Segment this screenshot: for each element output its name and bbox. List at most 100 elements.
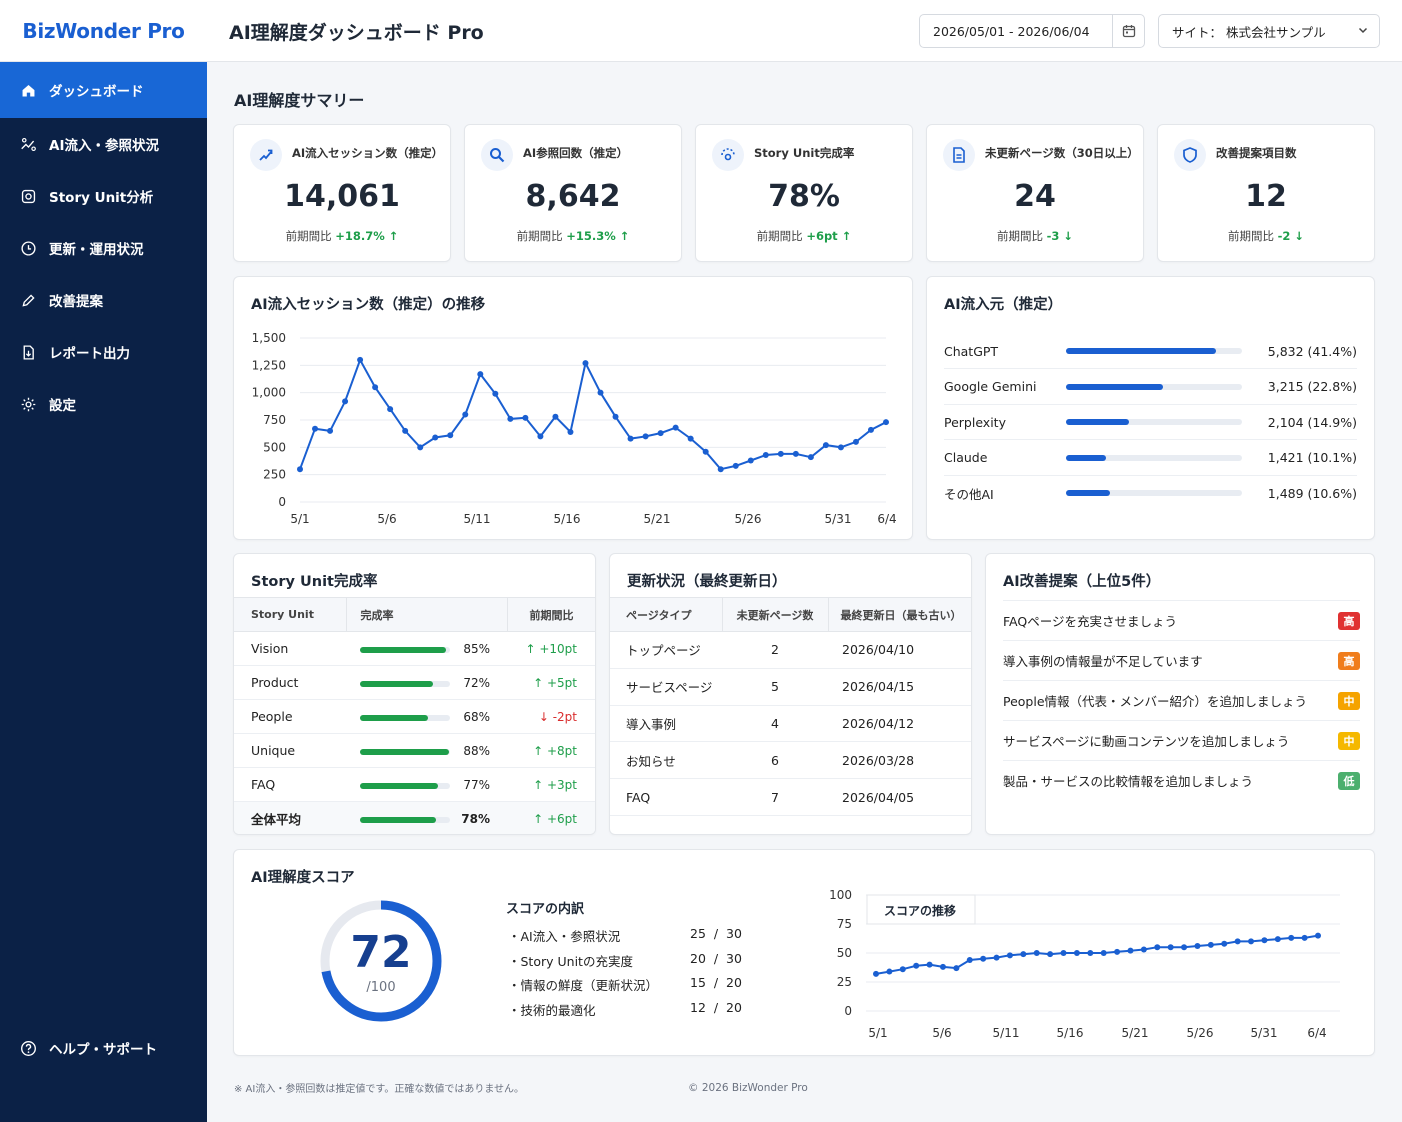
- sessions-data-point: [462, 411, 469, 418]
- suggestion-item[interactable]: 導入事例の情報量が不足しています 高: [1003, 640, 1360, 680]
- score-trend-point: [873, 970, 879, 977]
- score-trend-point: [1154, 944, 1161, 951]
- completion-bar: [360, 748, 450, 755]
- sessions-data-point: [777, 450, 784, 457]
- last-updated-date: 2026/04/10: [828, 631, 971, 669]
- sessions-data-point: [687, 435, 694, 442]
- sessions-data-point: [522, 414, 529, 421]
- site-select[interactable]: サイト： 株式会社サンプル: [1158, 14, 1380, 48]
- divider: [944, 403, 1357, 405]
- score-trend-point: [1315, 932, 1321, 939]
- score-value-wrap: 72 /100: [318, 930, 444, 996]
- ai-source-row: ChatGPT 5,832 (41.4%): [944, 333, 1357, 369]
- gear-icon: [18, 394, 38, 414]
- sessions-data-point: [867, 426, 874, 433]
- arrow-up-icon: ↑: [533, 811, 547, 826]
- last-updated-date: 2026/04/15: [828, 668, 971, 706]
- help-support-link[interactable]: ヘルプ・サポート: [0, 1022, 207, 1074]
- y-tick-label: 1,250: [252, 358, 286, 372]
- col-page-type: ページタイプ: [610, 597, 722, 632]
- sessions-data-point: [447, 432, 454, 439]
- nav-item-label: ダッシュボード: [49, 84, 144, 100]
- kpi-card-2[interactable]: Story Unit完成率 78% 前期間比 +6pt ↑: [695, 124, 913, 262]
- nav-item-6[interactable]: 設定: [0, 378, 207, 430]
- sessions-data-point: [657, 430, 664, 437]
- kpi-value: 78%: [768, 179, 840, 214]
- story-unit-name: 全体平均: [234, 801, 346, 834]
- priority-badge: 高: [1338, 651, 1360, 670]
- score-trend-point: [1194, 943, 1201, 950]
- stale-count: 5: [722, 668, 828, 706]
- score-trend-point: [1207, 941, 1214, 948]
- document-icon: [943, 139, 975, 171]
- nav-item-0[interactable]: ダッシュボード: [0, 62, 207, 118]
- completion-bar: [360, 680, 450, 687]
- kpi-card-0[interactable]: AI流入セッション数（推定） 14,061 前期間比 +18.7% ↑: [233, 124, 451, 262]
- divider: [944, 474, 1357, 476]
- nav-item-2[interactable]: Story Unit分析: [0, 170, 207, 222]
- top-header: AI理解度ダッシュボード Pro 2026/05/01 - 2026/06/04…: [207, 0, 1402, 62]
- story-unit-table: Story Unit 完成率 前期間比 Vision 85% ↑ +10pt Prod…: [234, 597, 595, 834]
- arrow-up-icon: ↑: [525, 641, 540, 656]
- nav-item-5[interactable]: レポート出力: [0, 326, 207, 378]
- suggestion-item[interactable]: 製品・サービスの比較情報を追加しましょう 低: [1003, 760, 1360, 800]
- nav-item-label: 設定: [49, 398, 76, 414]
- x-tick-label: 5/21: [1122, 1026, 1149, 1040]
- brand-logo[interactable]: BizWonder Pro: [0, 0, 207, 62]
- stale-count: 4: [722, 705, 828, 743]
- suggestion-item[interactable]: FAQページを充実させましょう 高: [1003, 600, 1360, 640]
- arrow-up-icon: ↑: [615, 229, 630, 243]
- score-max: /100: [366, 980, 396, 995]
- nav-item-4[interactable]: 改善提案: [0, 274, 207, 326]
- calendar-icon[interactable]: [1112, 15, 1144, 47]
- ai-source-bar: [1066, 419, 1242, 425]
- story-unit-rate-cell: 88%: [346, 733, 507, 768]
- score-trend-point: [926, 961, 933, 968]
- sessions-data-point: [327, 427, 334, 434]
- nav-item-label: AI流入・参照状況: [49, 138, 159, 154]
- kpi-comparison-label: 前期間比: [285, 229, 332, 243]
- kpi-title: AI参照回数（推定）: [523, 146, 629, 160]
- kpi-comparison: 前期間比 -3 ↓: [927, 228, 1143, 244]
- arrow-up-icon: ↑: [533, 743, 547, 758]
- completion-bar-fill: [360, 782, 439, 789]
- suggestion-item[interactable]: People情報（代表・メンバー紹介）を追加しましょう 中: [1003, 680, 1360, 720]
- breakdown-label: ・AI流入・参照状況: [508, 929, 621, 944]
- suggestion-item[interactable]: サービスページに動画コンテンツを追加しましょう 中: [1003, 720, 1360, 760]
- score-trend-point: [1020, 951, 1027, 958]
- nav-item-1[interactable]: AI流入・参照状況: [0, 118, 207, 170]
- completion-bar: [360, 714, 450, 721]
- x-tick-label: 5/31: [825, 512, 852, 526]
- score-breakdown-item: ・技術的最適化 12 / 20: [508, 1000, 748, 1019]
- nav-item-3[interactable]: 更新・運用状況: [0, 222, 207, 274]
- kpi-card-1[interactable]: AI参照回数（推定） 8,642 前期間比 +15.3% ↑: [464, 124, 682, 262]
- x-tick-label: 5/11: [993, 1026, 1020, 1040]
- completion-bar-fill: [360, 646, 446, 653]
- completion-rate: 88%: [463, 744, 490, 758]
- page-type: お知らせ: [610, 741, 722, 780]
- completion-bar: [360, 646, 450, 653]
- score-trend-point: [966, 956, 973, 963]
- score-breakdown-item: ・AI流入・参照状況 25 / 30: [508, 926, 748, 945]
- story-unit-change-cell: ↑ +6pt: [507, 801, 595, 834]
- story-icon: [18, 186, 38, 206]
- score-trend-point: [1140, 946, 1147, 953]
- date-range-picker[interactable]: 2026/05/01 - 2026/06/04: [919, 14, 1145, 48]
- kpi-card-3[interactable]: 未更新ページ数（30日以上） 24 前期間比 -3 ↓: [926, 124, 1144, 262]
- table-row: FAQ 77% ↑ +3pt: [234, 767, 595, 802]
- table-row: サービスページ 5 2026/04/15: [610, 668, 971, 706]
- y-tick-label: 0: [278, 495, 286, 509]
- story-unit-rate-cell: 72%: [346, 665, 507, 700]
- kpi-card-4[interactable]: 改善提案項目数 12 前期間比 -2 ↓: [1157, 124, 1375, 262]
- kpi-change: +15.3%: [566, 229, 616, 243]
- table-row: People 68% ↓ -2pt: [234, 699, 595, 734]
- suggestions-card: AI改善提案（上位5件） FAQページを充実させましょう高導入事例の情報量が不足…: [985, 553, 1375, 835]
- story-unit-change: +5pt: [546, 675, 577, 690]
- ai-source-bar: [1066, 454, 1242, 461]
- x-tick-label: 5/26: [1187, 1026, 1214, 1040]
- score-trend-point: [1288, 934, 1295, 941]
- score-breakdown-item: ・情報の鮮度（更新状況） 15 / 20: [508, 975, 748, 994]
- sessions-data-point: [792, 450, 799, 457]
- ai-source-bar-fill: [1066, 490, 1110, 496]
- score-trend-point: [1234, 938, 1241, 945]
